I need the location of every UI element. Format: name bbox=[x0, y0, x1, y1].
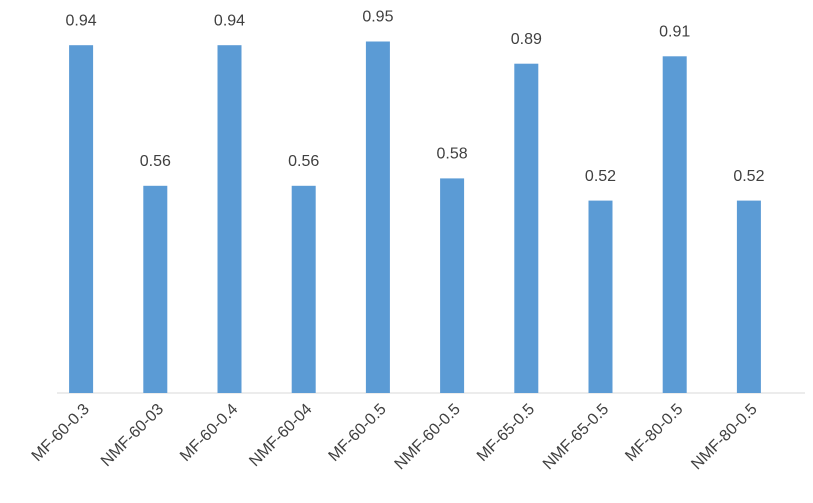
x-tick-label: MF-65-0.5 bbox=[474, 401, 538, 465]
bar bbox=[69, 45, 94, 393]
bar bbox=[143, 185, 168, 393]
bar bbox=[440, 178, 465, 393]
bar bbox=[588, 200, 613, 393]
x-tick-label: NMF-60-0.5 bbox=[392, 401, 464, 473]
data-label: 0.89 bbox=[511, 31, 542, 48]
x-tick-label: NMF-60-04 bbox=[246, 401, 315, 470]
bar bbox=[736, 200, 761, 393]
bar bbox=[217, 45, 242, 393]
x-tick-label: NMF-65-0.5 bbox=[540, 401, 612, 473]
bar bbox=[365, 41, 390, 393]
data-label: 0.94 bbox=[66, 12, 97, 29]
data-label: 0.94 bbox=[214, 12, 245, 29]
bar bbox=[662, 56, 687, 394]
data-label: 0.58 bbox=[437, 146, 468, 163]
data-label: 0.56 bbox=[288, 153, 319, 170]
x-tick-label: NMF-60-03 bbox=[98, 401, 167, 470]
x-tick-label: NMF-80-0.5 bbox=[688, 401, 760, 473]
x-tick-label: MF-80-0.5 bbox=[622, 401, 686, 465]
x-tick-label: MF-60-0.4 bbox=[177, 401, 241, 465]
data-label: 0.91 bbox=[659, 24, 690, 41]
data-label: 0.52 bbox=[585, 168, 616, 185]
x-tick-label: MF-60-0.5 bbox=[326, 401, 390, 465]
bar bbox=[291, 185, 316, 393]
x-tick-label: MF-60-0.3 bbox=[29, 401, 93, 465]
bar bbox=[514, 63, 539, 393]
data-label: 0.95 bbox=[362, 9, 393, 26]
data-label: 0.52 bbox=[733, 168, 764, 185]
data-label: 0.56 bbox=[140, 153, 171, 170]
